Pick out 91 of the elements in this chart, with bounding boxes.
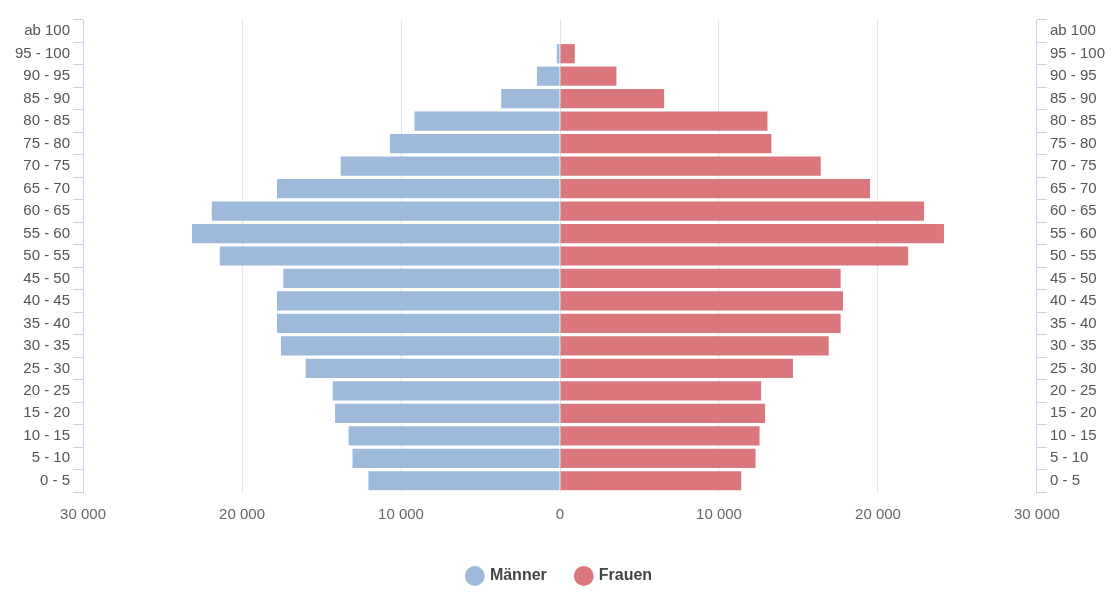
y-tick-label: 20 - 25 (1049, 381, 1097, 398)
y-tick-label: 45 - 50 (1049, 268, 1097, 286)
category-label: 80 - 85 (23, 111, 71, 129)
category-label: 35 - 40 (23, 313, 71, 331)
y-tick-label: 60 - 65 (1049, 201, 1097, 219)
category-label: 55 - 60 (23, 223, 71, 241)
bar (560, 246, 909, 266)
bar (368, 471, 560, 491)
y-tick-label: 95 - 100 (1049, 43, 1106, 61)
x-tick-label: 10 000 (378, 505, 424, 523)
bar (277, 291, 560, 311)
bar (556, 44, 560, 64)
x-tick-label: 10 000 (696, 505, 742, 523)
bar (560, 313, 841, 334)
bar (560, 89, 665, 109)
category-label: 40 - 45 (23, 291, 71, 309)
category-label: 90 - 95 (23, 66, 71, 84)
x-tick-label: 30 000 (1014, 505, 1060, 523)
bar (280, 336, 560, 356)
bar (536, 66, 560, 86)
category-label: 5 - 10 (31, 448, 71, 466)
bar (560, 44, 575, 64)
bar (501, 89, 560, 109)
category-label: 60 - 65 (23, 201, 71, 219)
bar (560, 358, 793, 378)
y-tick-label: 65 - 70 (1049, 178, 1097, 196)
x-tick-label: 20 000 (219, 505, 265, 523)
bar (560, 178, 871, 199)
y-tick-label: 55 - 60 (1049, 223, 1097, 241)
y-tick-label: 70 - 75 (1049, 156, 1097, 174)
bar (560, 223, 944, 244)
category-label: 75 - 80 (23, 133, 71, 151)
bar (560, 381, 762, 401)
bar (335, 403, 560, 423)
y-tick-label: 50 - 55 (1049, 246, 1097, 264)
bar (560, 111, 768, 131)
y-tick-label: 5 - 10 (1049, 448, 1089, 466)
legend-label: Frauen (598, 566, 653, 584)
bar (560, 268, 841, 289)
bar (219, 246, 560, 266)
bar (352, 448, 560, 468)
x-tick-label: 20 000 (855, 505, 901, 523)
y-tick-label: 80 - 85 (1049, 111, 1097, 129)
bar (277, 178, 560, 199)
x-tick-label: 30 000 (60, 505, 106, 523)
bar (191, 223, 560, 244)
bar (560, 336, 829, 356)
category-label: 25 - 30 (23, 358, 71, 376)
bar (560, 471, 742, 491)
y-tick-label: 0 - 5 (1049, 470, 1080, 488)
bar (283, 268, 560, 289)
y-tick-label: 25 - 30 (1049, 358, 1097, 376)
y-tick-label: 10 - 15 (1049, 425, 1097, 443)
bar (560, 403, 766, 423)
bar (340, 156, 560, 176)
bar (560, 201, 925, 221)
bar (560, 156, 821, 176)
category-label: 30 - 35 (23, 336, 71, 354)
bar (389, 134, 560, 154)
category-label: 50 - 55 (23, 246, 71, 264)
category-label: 70 - 75 (23, 156, 71, 174)
category-label: 20 - 25 (23, 381, 71, 398)
bar (332, 381, 560, 401)
category-label: 0 - 5 (40, 470, 71, 488)
bar (560, 448, 756, 468)
category-label: 85 - 90 (23, 88, 71, 106)
y-tick-label: 30 - 35 (1049, 336, 1097, 354)
bar (211, 201, 560, 221)
y-tick-label: 85 - 90 (1049, 88, 1097, 106)
category-label: 15 - 20 (23, 403, 71, 421)
category-label: ab 100 (24, 21, 71, 39)
bar (277, 313, 560, 334)
bar (560, 426, 760, 446)
y-tick-label: 75 - 80 (1049, 133, 1097, 151)
category-label: 10 - 15 (23, 425, 71, 443)
category-label: 65 - 70 (23, 178, 71, 196)
y-tick-label: 40 - 45 (1049, 291, 1097, 309)
category-label: 95 - 100 (14, 43, 71, 61)
legend-label: Männer (489, 566, 547, 584)
bar (348, 426, 560, 446)
bar (560, 291, 843, 311)
bar (560, 134, 772, 154)
bar (305, 358, 560, 378)
y-tick-label: 35 - 40 (1049, 313, 1097, 331)
category-label: 45 - 50 (23, 268, 71, 286)
x-tick-label: 0 (555, 505, 565, 523)
bar (414, 111, 560, 131)
y-tick-label: ab 100 (1049, 21, 1096, 39)
y-tick-label: 90 - 95 (1049, 66, 1097, 84)
bar (560, 66, 617, 86)
y-tick-label: 15 - 20 (1049, 403, 1097, 421)
